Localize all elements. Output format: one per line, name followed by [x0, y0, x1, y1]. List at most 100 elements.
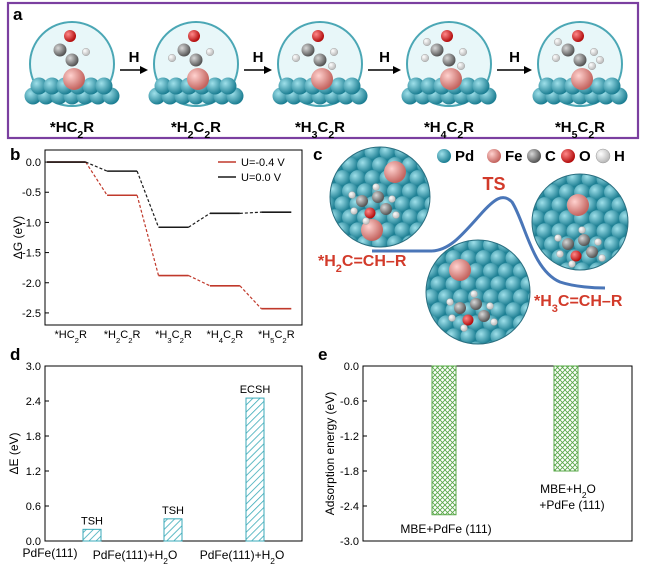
series-u-0-0	[47, 161, 292, 229]
pd-atom	[330, 77, 348, 95]
pd-atom	[589, 184, 605, 201]
pd-atom	[408, 263, 424, 279]
hydrogen-atom	[556, 250, 564, 258]
fe-atom	[567, 194, 589, 216]
species-label-5: *H5C2R	[555, 119, 605, 141]
hydrogen-atom	[81, 48, 90, 57]
arrow-head	[524, 66, 532, 74]
fe-atom	[187, 68, 209, 90]
connector-line	[85, 161, 108, 172]
pd-atom	[330, 222, 336, 239]
arrow-label: H	[129, 49, 140, 66]
pd-atom	[408, 341, 424, 357]
legend-label-pd: Pd	[455, 148, 474, 165]
pd-atom	[430, 276, 447, 293]
bar-label: MBE+H2O	[540, 482, 596, 500]
legend-label-h: H	[614, 148, 625, 165]
pd-atom	[334, 147, 351, 161]
pd-atom	[460, 276, 477, 293]
legend-label-o: O	[579, 148, 591, 165]
legend-atom-o	[561, 149, 575, 163]
species-label-3: *H3C2R	[295, 119, 345, 141]
pd-atom	[312, 235, 328, 251]
hydrogen-atom	[588, 62, 597, 71]
legend-entry: U=-0.4 V	[241, 157, 285, 169]
pd-atom	[438, 341, 454, 344]
pd-atom	[402, 183, 418, 200]
pd-atom	[476, 224, 492, 240]
species-illustration-3	[272, 21, 368, 107]
pd-atom	[536, 328, 552, 344]
pd-atom	[387, 235, 403, 247]
carbon-atom	[53, 43, 67, 57]
oxygen-atom	[570, 250, 582, 262]
pd-atom	[372, 157, 388, 174]
panel-c-label: c	[313, 145, 322, 164]
legend-atom-pd	[437, 149, 451, 163]
bar	[163, 518, 183, 542]
pd-atom	[312, 209, 328, 225]
pd-atom	[409, 170, 426, 187]
connector-line	[239, 285, 262, 310]
connector-line	[136, 170, 160, 228]
pd-atom	[604, 262, 620, 270]
barrier-bar-chart: 0.0 0.6 1.2 1.8 2.4 3.0 ΔE (eV) TSH TSH ECSH PdFe(…	[7, 361, 303, 566]
pd-atom	[574, 262, 590, 270]
pd-atom	[498, 263, 514, 280]
product-slab-view	[531, 173, 629, 271]
pd-atom	[619, 210, 628, 227]
hydrogen-atom	[372, 183, 380, 191]
x-tick-label: *H3C2R	[155, 329, 192, 345]
panel-e-label: e	[318, 345, 327, 364]
carbon-atom	[478, 310, 490, 322]
legend-label-c: C	[545, 148, 556, 165]
slab-views	[312, 146, 629, 357]
reactant-label: *H2C=CH–R	[318, 253, 407, 275]
hydrogen-atom	[167, 54, 176, 63]
pd-atom	[445, 328, 462, 344]
arrow-head	[140, 66, 148, 74]
hydrogen-atom	[328, 62, 337, 71]
pd-atom	[30, 77, 48, 95]
arrow-head	[264, 66, 272, 74]
fe-atom	[571, 68, 593, 90]
x-tick-label: PdFe(111)+H2O	[93, 548, 178, 566]
panel-c: c Pd Fe C O H TS *H2C=CH–R *H3C=CH–R	[312, 145, 629, 357]
pd-atom	[604, 210, 620, 227]
hydrogen-atom	[594, 238, 602, 246]
pd-atom	[402, 157, 418, 174]
pd-atom	[206, 77, 224, 95]
connector-line	[239, 211, 262, 214]
pd-atom	[357, 157, 373, 174]
oxygen-atom	[64, 30, 76, 42]
hydrogen-atom	[446, 298, 454, 306]
hydrogen-atom	[596, 56, 605, 65]
pd-atom	[596, 223, 613, 240]
panel-a-border	[6, 1, 640, 140]
pd-atom	[394, 196, 411, 213]
pd-atom	[342, 157, 358, 174]
y-tick-label: -1.2	[340, 431, 359, 443]
y-tick-label: 3.0	[26, 361, 41, 373]
carbon-atom	[430, 43, 444, 57]
species-illustration-1	[24, 21, 120, 107]
fe-atom	[449, 259, 471, 281]
pd-atom	[611, 223, 628, 240]
pd-atom	[460, 328, 477, 344]
pd-atom	[536, 197, 553, 214]
y-tick-label: -2.4	[340, 501, 359, 513]
oxygen-atom	[364, 207, 376, 219]
carbon-atom	[470, 298, 482, 310]
carbon-atom	[313, 53, 327, 67]
pd-atom	[551, 77, 569, 95]
connector-line	[136, 195, 160, 276]
species-illustration-4	[401, 21, 497, 107]
pd-atom	[43, 77, 61, 95]
pd-atom	[409, 147, 426, 161]
oxygen-atom	[441, 30, 453, 42]
pd-atom	[528, 341, 530, 344]
pd-atom	[604, 236, 620, 253]
pd-atom	[431, 224, 447, 240]
oxygen-atom	[462, 314, 474, 326]
